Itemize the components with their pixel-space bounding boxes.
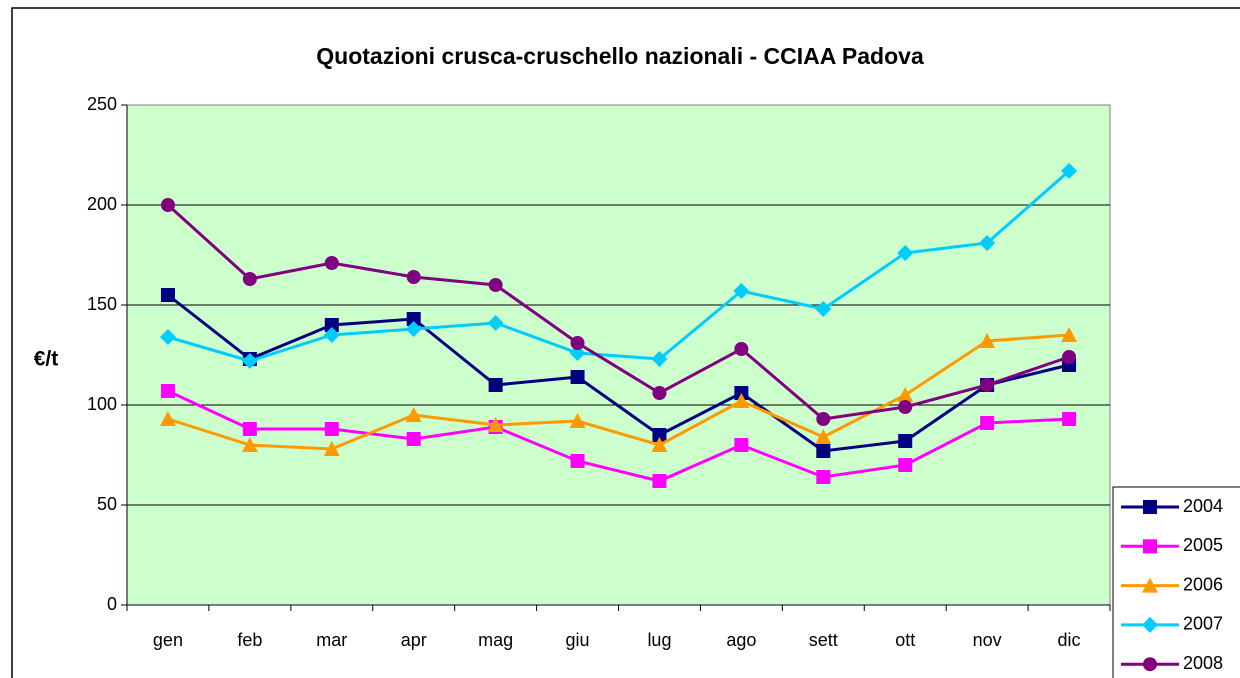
data-point <box>1061 163 1078 179</box>
data-point <box>323 441 340 456</box>
y-axis-label: €/t <box>34 348 59 371</box>
x-tick-label: sett <box>809 630 838 650</box>
data-point <box>733 393 750 408</box>
data-point <box>242 272 257 286</box>
y-tick-label: 100 <box>87 394 117 414</box>
data-point <box>487 315 504 331</box>
data-point <box>898 434 913 448</box>
data-point <box>652 474 667 488</box>
data-point <box>487 417 504 432</box>
data-point <box>159 329 176 345</box>
data-point <box>241 437 258 452</box>
y-tick-label: 200 <box>87 194 117 214</box>
data-point <box>570 454 585 468</box>
data-point <box>569 413 586 428</box>
data-point <box>405 321 422 337</box>
legend-marker <box>1142 616 1158 633</box>
data-point <box>898 458 913 472</box>
x-tick-label: lug <box>647 630 671 650</box>
data-point <box>1061 327 1078 342</box>
data-point <box>897 245 914 261</box>
data-point <box>1062 350 1077 364</box>
x-tick-label: mar <box>316 630 347 650</box>
data-point <box>734 438 749 452</box>
x-tick-label: gen <box>153 630 183 650</box>
legend-label: 2004 <box>1183 496 1223 516</box>
data-point <box>488 278 503 292</box>
x-tick-label: giu <box>566 630 590 650</box>
legend <box>1112 486 1240 678</box>
x-tick-label: apr <box>401 630 427 650</box>
y-tick-label: 250 <box>87 94 117 114</box>
data-point <box>406 312 421 326</box>
data-point <box>160 198 175 212</box>
data-point <box>569 345 586 361</box>
data-point <box>979 333 996 348</box>
series-line <box>167 169 1071 363</box>
x-tick-label: ago <box>726 630 756 650</box>
data-point <box>652 428 667 442</box>
data-point <box>160 384 175 398</box>
series-line <box>167 333 1070 451</box>
data-point <box>323 327 340 343</box>
data-point <box>734 342 749 356</box>
legend-marker <box>1143 500 1157 514</box>
data-point <box>652 386 667 400</box>
data-point <box>733 283 750 299</box>
data-point <box>488 378 503 392</box>
data-point <box>651 437 668 452</box>
data-point <box>242 422 257 436</box>
data-point <box>898 400 913 414</box>
chart-title: Quotazioni crusca-cruschello nazionali -… <box>316 43 924 69</box>
y-tick-label: 150 <box>87 294 117 314</box>
data-point <box>324 422 339 436</box>
data-point <box>159 411 176 426</box>
legend-label: 2008 <box>1183 653 1223 673</box>
data-point <box>405 407 422 422</box>
x-tick-label: mag <box>478 630 513 650</box>
data-point <box>980 416 995 430</box>
data-point <box>816 470 831 484</box>
legend-label: 2006 <box>1183 574 1223 594</box>
data-point <box>815 301 832 317</box>
series-line <box>167 389 1070 483</box>
data-point <box>897 387 914 402</box>
x-tick-label: dic <box>1058 630 1081 650</box>
y-tick-label: 0 <box>107 594 117 614</box>
legend-label: 2007 <box>1183 614 1223 634</box>
legend-label: 2005 <box>1183 535 1223 555</box>
legend-marker <box>1142 577 1158 593</box>
data-point <box>406 432 421 446</box>
x-tick-label: ott <box>895 630 915 650</box>
data-point <box>570 370 585 384</box>
x-tick-label: nov <box>973 630 1002 650</box>
legend-marker <box>1143 539 1157 554</box>
data-point <box>816 444 831 458</box>
data-point <box>1062 412 1077 426</box>
data-point <box>815 429 832 444</box>
data-point <box>241 353 258 369</box>
series-line <box>166 203 1070 421</box>
data-point <box>406 270 421 284</box>
data-point <box>651 351 668 367</box>
x-tick-label: feb <box>237 630 262 650</box>
data-point <box>324 256 339 270</box>
data-point <box>160 288 175 302</box>
data-point <box>816 412 831 426</box>
data-point <box>570 336 585 350</box>
data-point <box>979 235 996 251</box>
data-point <box>980 378 995 392</box>
series-line <box>167 293 1070 453</box>
data-point <box>324 318 339 332</box>
y-tick-label: 50 <box>97 494 117 514</box>
legend-marker <box>1143 657 1157 672</box>
